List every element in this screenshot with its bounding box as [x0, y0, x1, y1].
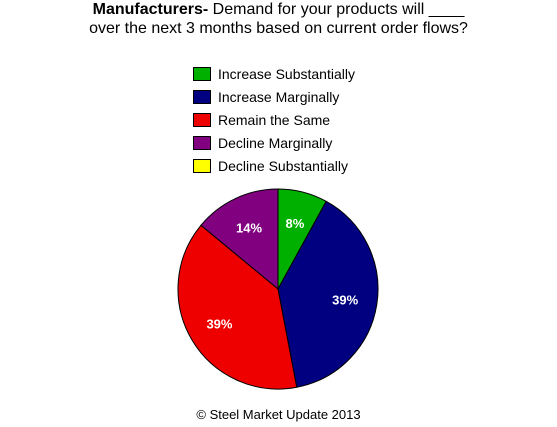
legend-label: Increase Marginally	[218, 88, 340, 105]
legend-label: Decline Substantially	[218, 157, 348, 174]
pie-slice	[277, 200, 379, 388]
legend-item: Increase Substantially	[193, 62, 355, 85]
pie-slice	[177, 224, 298, 390]
credit-line: © Steel Market Update 2013	[196, 407, 361, 422]
legend-swatch	[193, 89, 211, 104]
legend-label: Remain the Same	[218, 111, 331, 128]
legend-swatch	[193, 135, 211, 150]
legend-swatch	[193, 158, 211, 173]
pie-slice	[200, 188, 279, 291]
title-line-2: over the next 3 months based on current …	[89, 20, 468, 37]
legend-swatch	[193, 66, 211, 81]
legend-item: Increase Marginally	[193, 85, 355, 108]
slice-data-label: 39%	[332, 293, 358, 308]
slice-data-label: 39%	[206, 317, 232, 332]
legend-label: Decline Marginally	[218, 134, 333, 151]
slice-data-label: 8%	[286, 216, 305, 231]
legend-item: Decline Substantially	[193, 154, 355, 177]
legend: Increase Substantially Increase Marginall…	[193, 62, 355, 177]
title-line-1-rest: Demand for your products will ____	[208, 1, 465, 18]
chart-title: Manufacturers- Demand for your products …	[0, 0, 557, 38]
title-line-1: Manufacturers- Demand for your products …	[0, 0, 557, 19]
legend-item: Decline Marginally	[193, 131, 355, 154]
legend-swatch	[193, 112, 211, 127]
legend-label: Increase Substantially	[218, 65, 355, 82]
slice-data-label: 14%	[236, 220, 262, 235]
legend-item: Remain the Same	[193, 108, 355, 131]
title-bold: Manufacturers-	[92, 1, 209, 18]
